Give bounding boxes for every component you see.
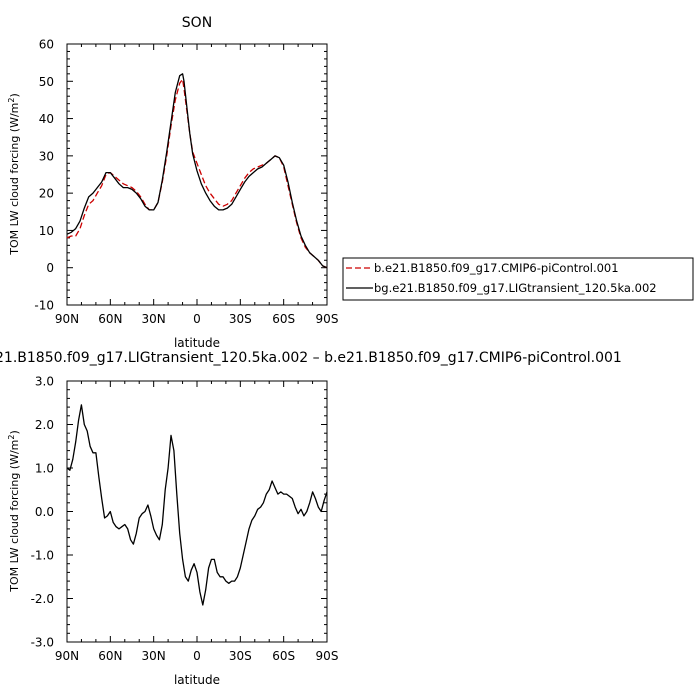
top-x-axis-label: latitude <box>174 336 220 350</box>
bottom-panel: bg.e21.B1850.f09_g17.LIGtransient_120.5k… <box>0 350 622 687</box>
bottom-y-tick-label: 3.0 <box>35 375 54 389</box>
top-y-axis-label: TOM LW cloud forcing (W/m2) <box>7 93 22 256</box>
legend: b.e21.B1850.f09_g17.CMIP6-piControl.001 … <box>342 257 694 301</box>
bottom-y-tick-label: -1.0 <box>31 549 54 563</box>
top-y-tick-label: 10 <box>39 224 54 238</box>
top-y-tick-label: 50 <box>39 75 54 89</box>
bottom-x-tick-label: 0 <box>193 649 201 663</box>
bottom-x-tick-label: 90N <box>55 649 79 663</box>
top-y-tick-label: 30 <box>39 149 54 163</box>
top-plot-frame <box>66 43 328 306</box>
bottom-x-tick-label: 30N <box>142 649 166 663</box>
bottom-x-tick-label: 60N <box>98 649 122 663</box>
top-plot-area: 90N 60N 30N 0 30S 60S 90S -10 0 10 20 30 40 50 60 <box>34 38 338 327</box>
top-x-tick-label: 30N <box>142 312 166 326</box>
bottom-y-axis-label-text: TOM LW cloud forcing (W/m <box>8 440 21 593</box>
bottom-y-axis-label-superscript: 2 <box>7 435 16 440</box>
bottom-y-tick-label: -2.0 <box>31 592 54 606</box>
bottom-y-tick-label: 0.0 <box>35 505 54 519</box>
top-chart-title: SON <box>182 15 212 31</box>
bottom-x-tick-label: 60S <box>272 649 295 663</box>
top-x-tick-label: 30S <box>229 312 252 326</box>
top-series-line-1 <box>66 73 328 269</box>
top-y-tick-label: 40 <box>39 112 54 126</box>
top-panel: SON 90N 60N 30N 0 30S 60S 90S-100102030405060 … <box>7 15 339 350</box>
legend-label-LIGtransient: bg.e21.B1850.f09_g17.LIGtransient_120.5k… <box>374 281 657 295</box>
bottom-y-axis-label: TOM LW cloud forcing (W/m2) <box>7 430 22 593</box>
top-y-axis-label-superscript: 2 <box>7 98 16 103</box>
bottom-plot-frame <box>66 380 328 643</box>
top-x-tick-label: 0 <box>193 312 201 326</box>
bottom-x-axis-label: latitude <box>174 673 220 687</box>
top-y-tick-label: -10 <box>34 299 54 313</box>
top-y-axis-label-end: ) <box>8 93 21 97</box>
top-y-axis-label-text: TOM LW cloud forcing (W/m <box>8 103 21 256</box>
top-x-tick-label: 60N <box>98 312 122 326</box>
bottom-x-tick-label: 90S <box>316 649 339 663</box>
bottom-plot-area: 90N 60N 30N 0 30S 60S 90S -3.0 -2.0 -1.0 0.0 1.0 2.0… <box>31 375 339 664</box>
bottom-x-tick-label: 30S <box>229 649 252 663</box>
bottom-series-line-0 <box>66 404 328 606</box>
legend-box <box>342 257 694 301</box>
top-y-tick-label: 20 <box>39 187 54 201</box>
top-y-tick-label: 60 <box>39 38 54 52</box>
bottom-y-tick-label: -3.0 <box>31 636 54 650</box>
top-x-tick-label: 60S <box>272 312 295 326</box>
bottom-y-tick-label: 1.0 <box>35 462 54 476</box>
bottom-chart-title: bg.e21.B1850.f09_g17.LIGtransient_120.5k… <box>0 350 622 366</box>
bottom-y-tick-label: 2.0 <box>35 418 54 432</box>
legend-label-piControl: b.e21.B1850.f09_g17.CMIP6-piControl.001 <box>374 261 619 275</box>
top-x-tick-label: 90N <box>55 312 79 326</box>
top-y-tick-label: 0 <box>46 261 54 275</box>
top-x-tick-label: 90S <box>316 312 339 326</box>
bottom-y-axis-label-end: ) <box>8 430 21 434</box>
